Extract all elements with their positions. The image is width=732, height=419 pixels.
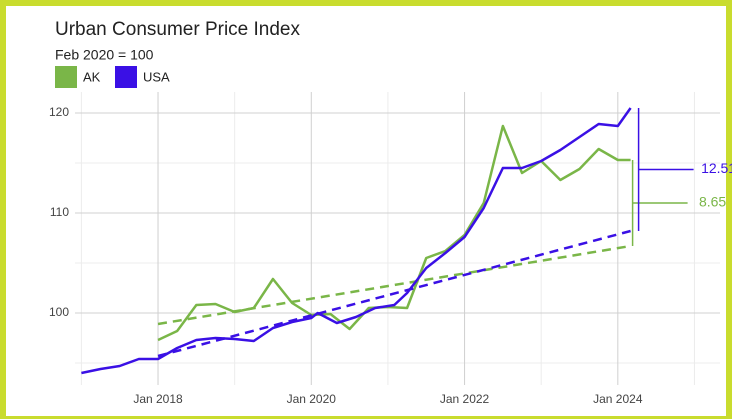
gap-label: 8.65 [699,194,726,210]
y-tick-label: 110 [50,205,69,219]
legend-label: AK [83,69,101,84]
x-tick-label: Jan 2022 [440,392,490,406]
series-line [81,107,632,375]
x-tick-label: Jan 2024 [593,392,643,406]
y-tick-label: 120 [49,105,69,119]
chart-subtitle: Feb 2020 = 100 [55,47,154,63]
y-tick-label: 100 [49,305,69,319]
x-tick-label: Jan 2018 [133,392,183,406]
gap-label: 12.51 [701,160,732,176]
legend-label: USA [143,69,170,84]
trend-line [157,229,631,358]
series-line [157,124,631,342]
chart-title: Urban Consumer Price Index [55,19,300,40]
legend-swatch [55,66,77,88]
legend-swatch [115,66,137,88]
x-tick-label: Jan 2020 [287,392,337,406]
